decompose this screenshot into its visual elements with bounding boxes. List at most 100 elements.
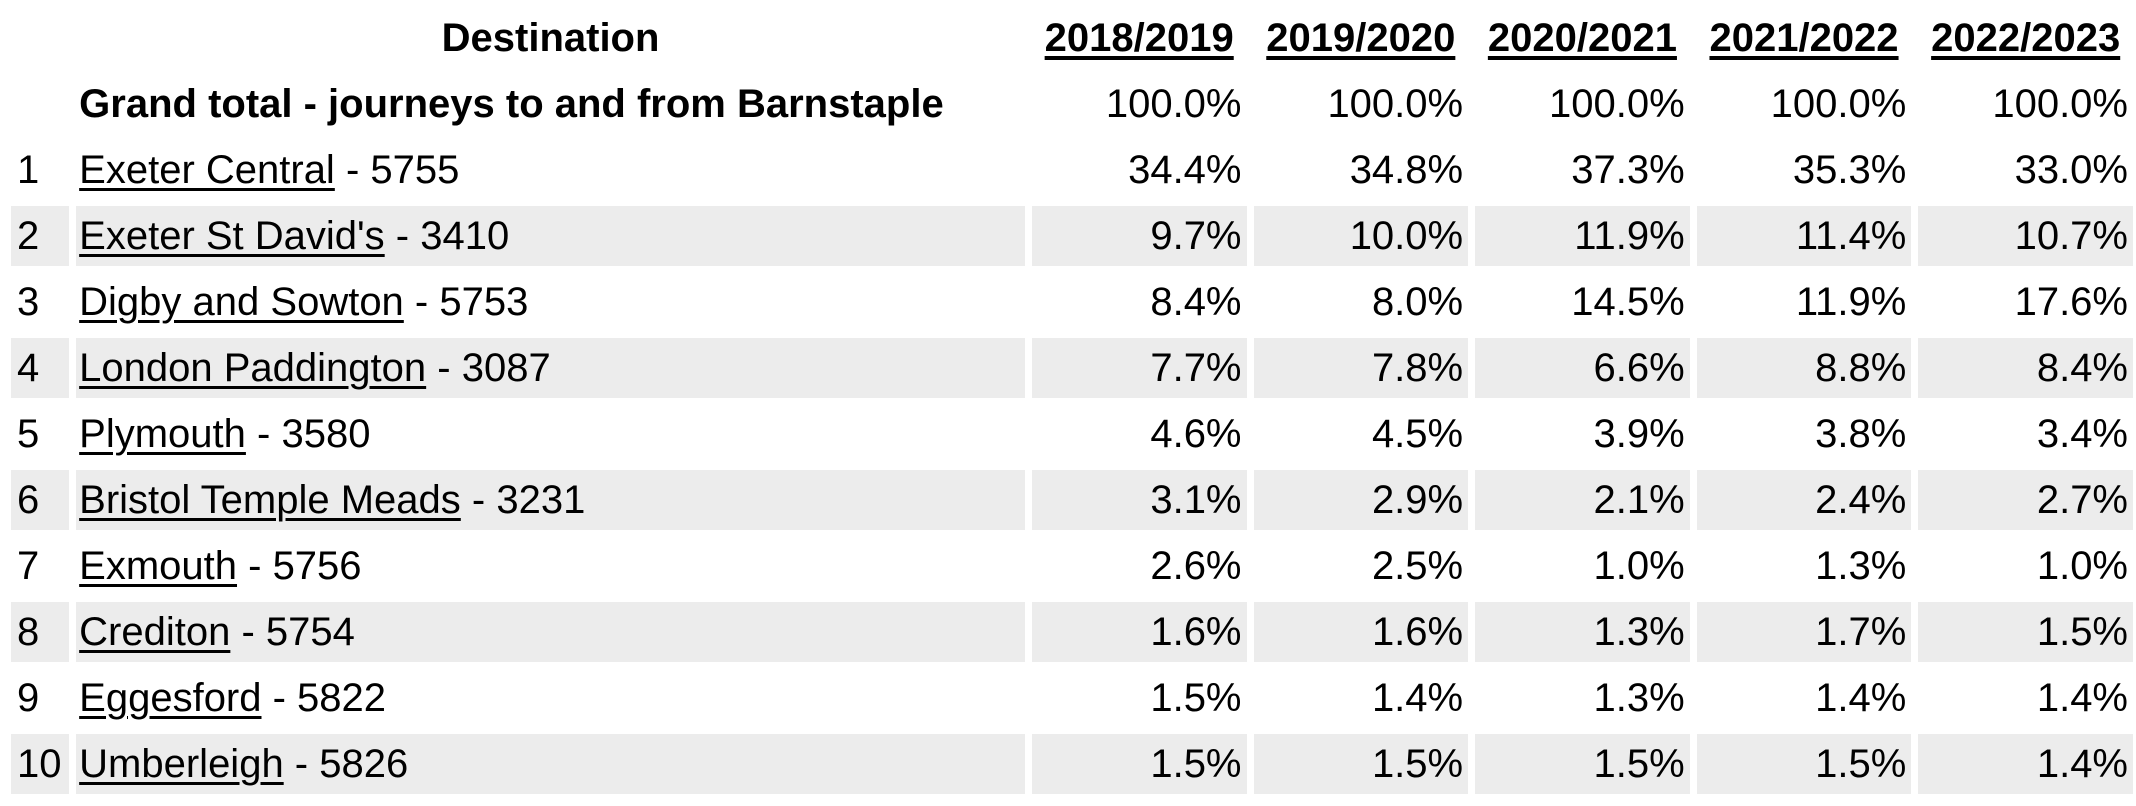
destination-cell: Digby and Sowton - 5753 (76, 272, 1025, 332)
value-cell: 11.4% (1696, 206, 1912, 266)
rank-cell: 4 (11, 338, 70, 398)
value-cell: 11.9% (1475, 206, 1690, 266)
column-header-destination: Destination (441, 15, 660, 60)
value-cell: 7.7% (1031, 338, 1247, 398)
year-link[interactable]: 2020/2021 (1487, 15, 1677, 60)
table-row: 5 Plymouth - 3580 4.6% 4.5% 3.9% 3.8% 3.… (11, 404, 2133, 464)
header-row: Destination 2018/2019 2019/2020 2020/202… (11, 8, 2133, 68)
destination-link[interactable]: Exeter Central (79, 147, 335, 192)
destination-link[interactable]: London Paddington (79, 345, 427, 390)
grand-total-label: Grand total - journeys to and from Barns… (79, 81, 944, 126)
value-cell: 11.9% (1795, 279, 1907, 324)
value-cell: 1.4% (1815, 675, 1907, 720)
value-cell: 10.0% (1253, 206, 1469, 266)
table-row: 3 Digby and Sowton - 5753 8.4% 8.0% 14.5… (11, 272, 2133, 332)
column-header-year-2018-2019: 2018/2019 (1032, 8, 1247, 68)
station-code: - 5755 (334, 147, 460, 192)
destination-link[interactable]: Umberleigh (79, 741, 284, 786)
rank-cell: 7 (17, 543, 40, 588)
rank-cell (11, 74, 69, 134)
value-cell: 8.0% (1371, 279, 1464, 324)
destination-link[interactable]: Digby and Sowton (79, 279, 404, 324)
destination-link[interactable]: Plymouth (79, 411, 246, 456)
station-code: - 5826 (283, 741, 409, 786)
value-cell: 1.0% (2036, 543, 2128, 588)
year-link[interactable]: 2019/2020 (1266, 15, 1456, 60)
station-code: - 3580 (245, 411, 371, 456)
value-cell: 2.6% (1150, 543, 1242, 588)
year-link[interactable]: 2022/2023 (1931, 15, 2121, 60)
rank-cell: 6 (11, 470, 70, 530)
value-cell: 2.4% (1696, 470, 1912, 530)
value-cell: 14.5% (1571, 279, 1685, 324)
destination-link[interactable]: Eggesford (79, 675, 262, 720)
value-cell: 1.0% (1593, 543, 1685, 588)
value-cell: 2.1% (1475, 470, 1690, 530)
station-code: - 3231 (460, 477, 586, 522)
destination-link[interactable]: Exmouth (79, 543, 238, 588)
value-cell: 100.0% (1770, 81, 1907, 126)
table-row: 6 Bristol Temple Meads - 3231 3.1% 2.9% … (11, 470, 2133, 530)
value-cell: 3.1% (1031, 470, 1247, 530)
destination-cell: Exeter Central - 5755 (76, 140, 1025, 200)
value-cell: 8.4% (1918, 338, 2133, 398)
table-row: 8 Crediton - 5754 1.6% 1.6% 1.3% 1.7% 1.… (11, 602, 2133, 662)
value-cell: 1.5% (1150, 675, 1242, 720)
value-cell: 8.8% (1696, 338, 1912, 398)
value-cell: 10.7% (1918, 206, 2133, 266)
destination-link[interactable]: Crediton (79, 609, 231, 654)
column-header-year-2022-2023: 2022/2023 (1918, 8, 2133, 68)
value-cell: 1.3% (1593, 675, 1685, 720)
value-cell: 1.5% (1031, 734, 1247, 794)
station-code: - 5756 (237, 543, 362, 588)
station-code: - 3410 (384, 213, 510, 258)
value-cell: 1.3% (1815, 543, 1907, 588)
value-cell: 37.3% (1571, 147, 1685, 192)
rank-column-header (11, 8, 69, 68)
destination-link[interactable]: Bristol Temple Meads (79, 477, 461, 522)
table-row: 4 London Paddington - 3087 7.7% 7.8% 6.6… (11, 338, 2133, 398)
value-cell: 1.3% (1475, 602, 1690, 662)
rank-cell: 9 (17, 675, 40, 720)
value-cell: 9.7% (1031, 206, 1247, 266)
station-code: - 5822 (261, 675, 387, 720)
value-cell: 34.4% (1128, 147, 1242, 192)
destination-cell: Exeter St David's - 3410 (76, 206, 1025, 266)
rank-cell: 5 (17, 411, 40, 456)
destination-link[interactable]: Exeter St David's (79, 213, 385, 258)
value-cell: 17.6% (2014, 279, 2128, 324)
value-cell: 100.0% (1992, 81, 2128, 126)
value-cell: 35.3% (1792, 147, 1907, 192)
destination-cell: Bristol Temple Meads - 3231 (76, 470, 1025, 530)
value-cell: 2.7% (1918, 470, 2133, 530)
station-code: - 5753 (403, 279, 529, 324)
table-row: 2 Exeter St David's - 3410 9.7% 10.0% 11… (11, 206, 2133, 266)
value-cell: 3.8% (1815, 411, 1907, 456)
value-cell: 1.4% (1371, 675, 1464, 720)
value-cell: 1.5% (1253, 734, 1469, 794)
rank-cell: 1 (17, 147, 40, 192)
station-code: - 5754 (230, 609, 355, 654)
destination-cell: Crediton - 5754 (76, 602, 1025, 662)
value-cell: 1.4% (1918, 734, 2133, 794)
column-header-year-2021-2022: 2021/2022 (1697, 8, 1912, 68)
value-cell: 2.5% (1371, 543, 1464, 588)
table-row: 7 Exmouth - 5756 2.6% 2.5% 1.0% 1.3% 1.0… (11, 536, 2133, 596)
destination-cell: Exmouth - 5756 (76, 536, 1025, 596)
year-link[interactable]: 2018/2019 (1044, 15, 1234, 60)
value-cell: 1.5% (1918, 602, 2133, 662)
value-cell: 3.4% (2036, 411, 2128, 456)
destination-stats-table: Destination 2018/2019 2019/2020 2020/202… (4, 2, 2136, 800)
destination-cell: Umberleigh - 5826 (76, 734, 1025, 794)
table-row: 1 Exeter Central - 5755 34.4% 34.8% 37.3… (11, 140, 2133, 200)
grand-total-row: Grand total - journeys to and from Barns… (11, 74, 2133, 134)
value-cell: 33.0% (2014, 147, 2128, 192)
destination-cell: Plymouth - 3580 (76, 404, 1025, 464)
value-cell: 7.8% (1253, 338, 1469, 398)
station-code: - 3087 (426, 345, 551, 390)
year-link[interactable]: 2021/2022 (1709, 15, 1899, 60)
column-header-year-2020-2021: 2020/2021 (1475, 8, 1690, 68)
value-cell: 34.8% (1349, 147, 1464, 192)
value-cell: 2.9% (1253, 470, 1469, 530)
